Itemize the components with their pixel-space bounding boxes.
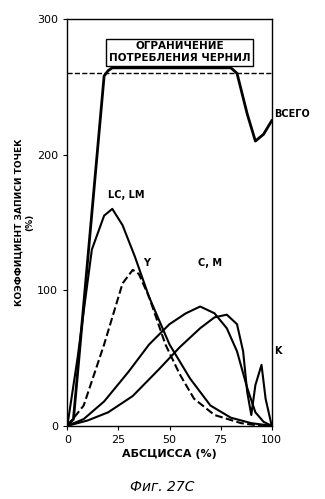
Text: LC, LM: LC, LM <box>108 190 145 200</box>
Y-axis label: КОЭФФИЦИЕНТ ЗАПИСИ ТОЧЕК
(%): КОЭФФИЦИЕНТ ЗАПИСИ ТОЧЕК (%) <box>15 139 34 306</box>
Text: ОГРАНИЧЕНИЕ
ПОТРЕБЛЕНИЯ ЧЕРНИЛ: ОГРАНИЧЕНИЕ ПОТРЕБЛЕНИЯ ЧЕРНИЛ <box>109 41 251 63</box>
Text: ВСЕГО: ВСЕГО <box>274 109 309 119</box>
X-axis label: АБСЦИССА (%): АБСЦИССА (%) <box>122 449 217 459</box>
Text: C, M: C, M <box>198 258 222 268</box>
Text: K: K <box>274 346 281 356</box>
Text: Фиг. 27C: Фиг. 27C <box>130 480 195 494</box>
Text: Y: Y <box>143 258 150 268</box>
